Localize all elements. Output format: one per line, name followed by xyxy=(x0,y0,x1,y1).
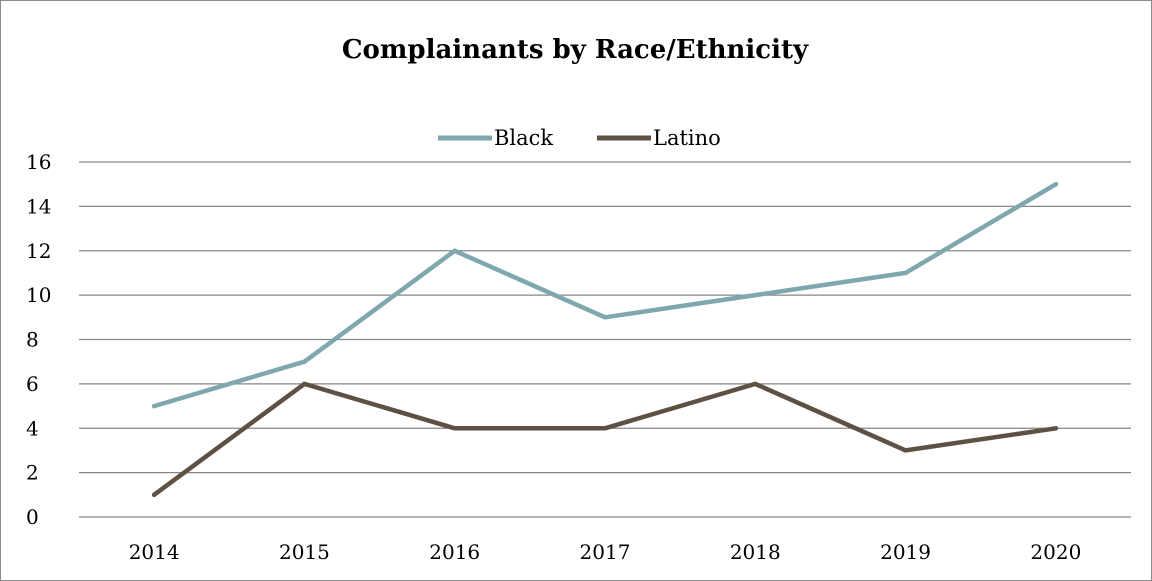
x-tick-label: 2018 xyxy=(730,540,781,564)
y-tick-label: 0 xyxy=(26,505,39,529)
series-line-latino xyxy=(151,381,1059,498)
x-tick-label: 2015 xyxy=(279,540,330,564)
y-axis-tick-labels: 0 2 4 6 8 10 12 14 16 xyxy=(26,150,51,529)
data-point-latino-2017 xyxy=(602,426,608,431)
data-point-black-2015 xyxy=(302,359,307,364)
legend-label-latino: Latino xyxy=(653,126,721,150)
y-tick-label: 4 xyxy=(26,416,39,440)
data-point-black-2019 xyxy=(903,270,908,276)
y-tick-label: 14 xyxy=(26,194,51,218)
data-point-latino-2015 xyxy=(302,381,307,387)
data-point-black-2017 xyxy=(602,315,608,320)
data-point-black-2018 xyxy=(753,292,758,298)
x-tick-label: 2014 xyxy=(129,540,180,564)
data-point-black-2014 xyxy=(151,403,157,409)
x-axis-tick-labels: 2014 2015 2016 2017 2018 2019 2020 xyxy=(129,540,1082,564)
data-point-latino-2018 xyxy=(753,381,758,387)
y-tick-label: 2 xyxy=(26,461,39,485)
data-series xyxy=(151,181,1059,498)
y-tick-label: 8 xyxy=(26,328,39,352)
data-point-latino-2014 xyxy=(151,492,157,498)
gridlines xyxy=(79,161,1131,518)
data-point-black-2020 xyxy=(1053,181,1059,187)
data-point-black-2016 xyxy=(452,248,457,253)
legend-label-black: Black xyxy=(494,126,553,150)
y-tick-label: 6 xyxy=(26,372,39,396)
x-tick-label: 2016 xyxy=(429,540,480,564)
y-tick-label: 16 xyxy=(26,150,51,174)
data-point-latino-2019 xyxy=(903,448,908,453)
data-point-latino-2020 xyxy=(1053,426,1059,431)
y-tick-label: 12 xyxy=(26,239,51,263)
x-tick-label: 2019 xyxy=(880,540,931,564)
data-point-latino-2016 xyxy=(452,426,457,431)
legend: Black Latino xyxy=(438,126,721,150)
x-tick-label: 2020 xyxy=(1030,540,1081,564)
y-tick-label: 10 xyxy=(26,283,51,307)
x-tick-label: 2017 xyxy=(580,540,631,564)
chart-title: Complainants by Race/Ethnicity xyxy=(342,35,809,65)
